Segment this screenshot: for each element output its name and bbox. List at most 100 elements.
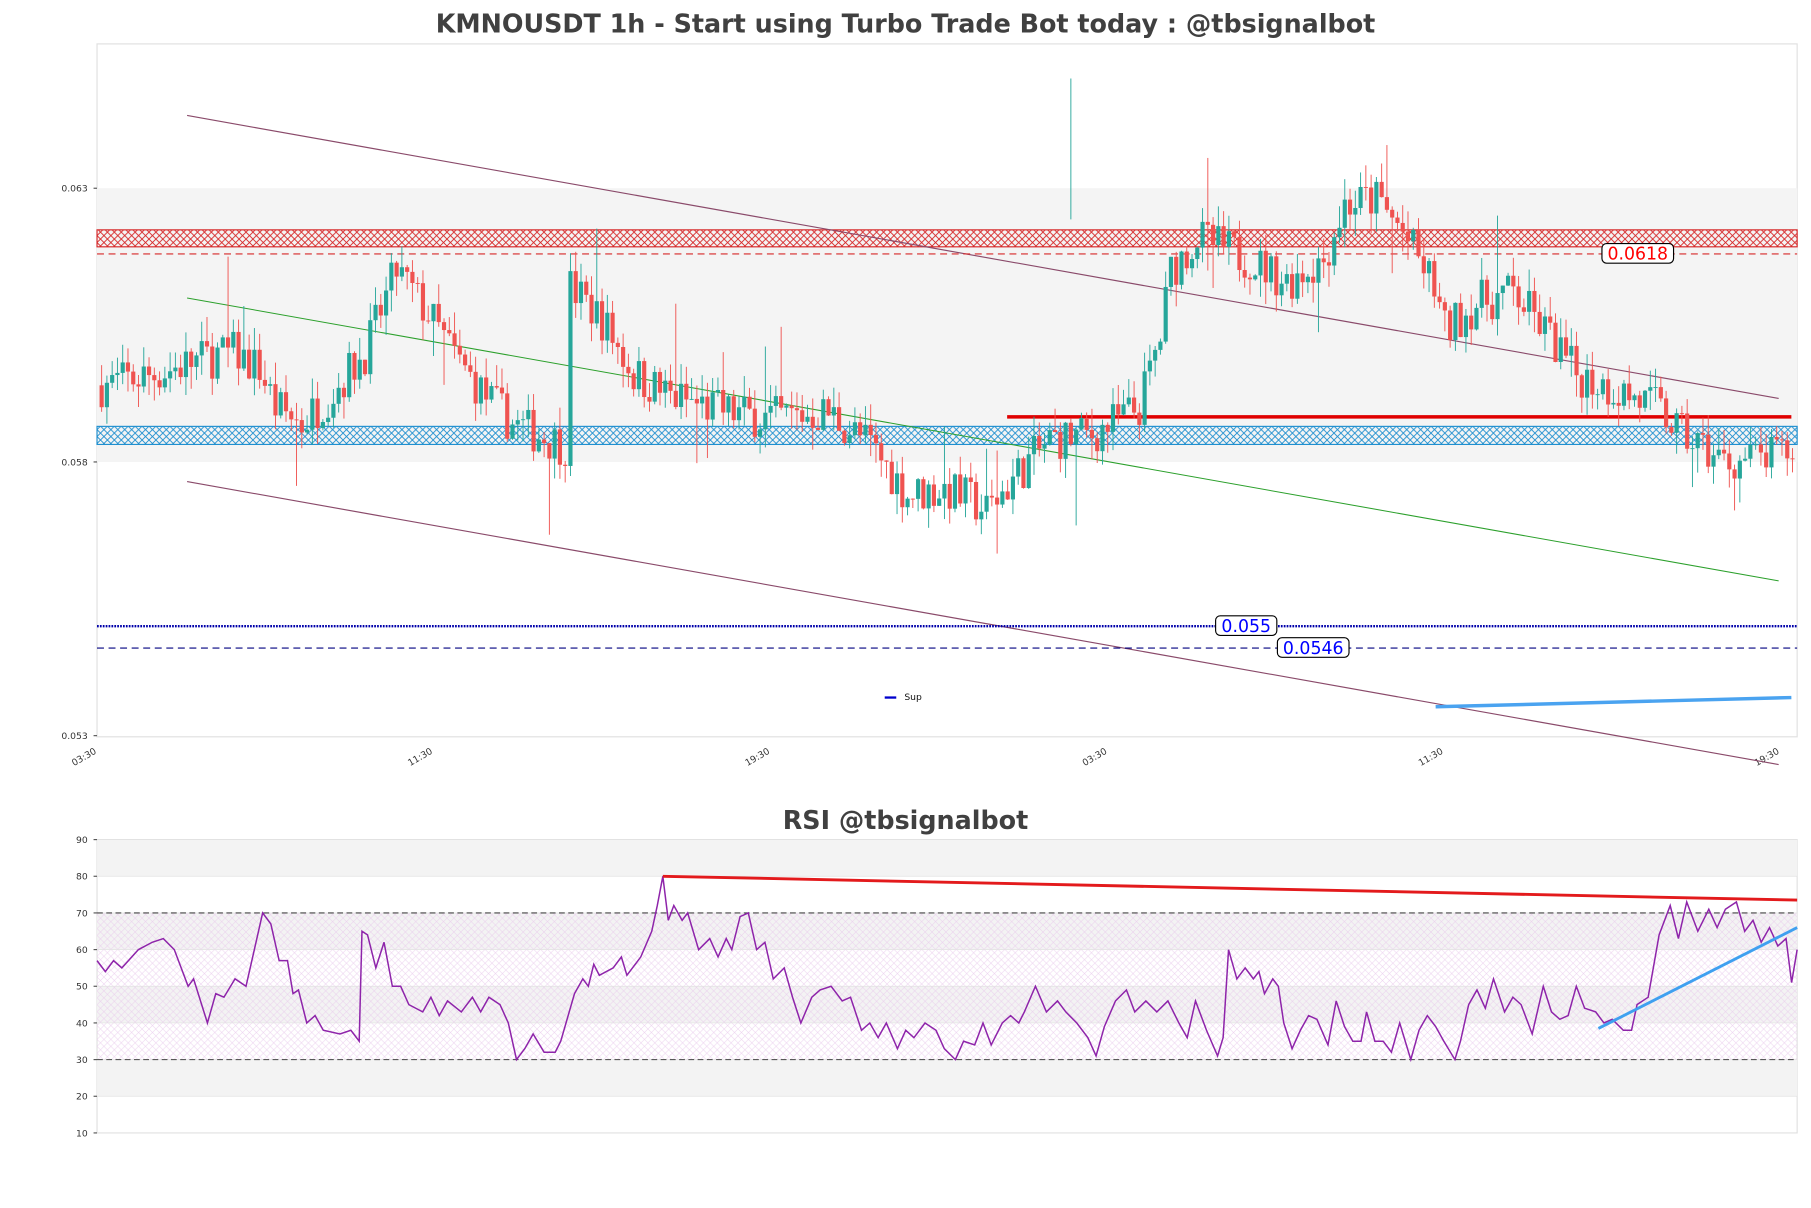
candle-body (1558, 337, 1563, 362)
candle-body (384, 290, 389, 316)
candle-body (262, 379, 268, 386)
candle-body (152, 375, 157, 381)
candle-body (852, 422, 857, 436)
candle-body (1142, 371, 1147, 425)
candle-body (1542, 316, 1548, 334)
candle-body (784, 405, 789, 408)
candle-body (678, 383, 684, 407)
candle-body (1268, 256, 1274, 283)
candle-body (131, 371, 136, 385)
candle-body (694, 398, 699, 404)
candle-body (779, 396, 784, 408)
level-label: 0.055 (1221, 617, 1271, 637)
candle-body (499, 387, 505, 394)
candle-body (1184, 251, 1189, 269)
candle-body (215, 347, 220, 379)
candle-body (1758, 444, 1763, 453)
channel-lower-line (187, 481, 1779, 766)
candle-body (1021, 458, 1026, 489)
candle-body (1174, 256, 1179, 285)
candle-body (1221, 226, 1226, 247)
candle-body (1490, 304, 1495, 320)
candle-body (1068, 422, 1073, 445)
candle-body (584, 281, 589, 295)
candle-body (1527, 290, 1532, 312)
price-panel: 0.053 0.058 0.063 03:30 11:30 19:30 03:30 11:30… (61, 43, 1798, 769)
candle-body (1379, 181, 1384, 198)
candle-body (1037, 435, 1042, 449)
candle-body (1058, 432, 1063, 459)
candle-body (942, 483, 947, 499)
candle-body (1453, 302, 1458, 341)
candle-body (884, 460, 889, 462)
candle-body (1400, 222, 1405, 232)
level-label: 0.0546 (1283, 639, 1344, 659)
candle-body (1579, 375, 1584, 398)
candle-body (642, 361, 647, 398)
candle-body (1042, 444, 1047, 449)
candle-body (115, 372, 120, 376)
candle-body (399, 267, 404, 277)
candle-body (1274, 256, 1279, 296)
candle-body (547, 443, 552, 459)
candle-body (1595, 394, 1600, 396)
candle-body (157, 380, 162, 388)
candle-body (568, 271, 573, 466)
candle-body (489, 386, 494, 400)
candle-body (984, 495, 989, 512)
candle-body (1600, 379, 1605, 395)
candle-body (168, 371, 173, 379)
candle-body (663, 380, 668, 393)
rsi-chart-title: RSI @tbsignalbot (783, 805, 1029, 835)
candle-body (315, 398, 320, 429)
candle-body (125, 362, 131, 372)
y-tick-label: 0.053 (61, 731, 88, 742)
channel-upper-line (187, 114, 1779, 400)
candle-body (594, 301, 599, 324)
candle-body (1606, 379, 1611, 405)
candle-body (979, 511, 984, 520)
candle-body (162, 378, 167, 388)
candle-body (241, 349, 246, 369)
candle-body (1384, 197, 1389, 210)
x-tick-label: 03:30 (70, 746, 99, 769)
x-tick-label: 19:30 (743, 746, 772, 769)
rsi-y-tick-label: 80 (76, 872, 88, 883)
candle-body (484, 377, 489, 400)
rsi-y-tick-label: 70 (76, 908, 88, 919)
candle-body (815, 427, 821, 430)
candle-body (252, 349, 257, 379)
candle-body (1553, 322, 1558, 362)
candle-body (773, 396, 778, 406)
candle-body (1342, 199, 1347, 228)
candle-body (968, 477, 973, 482)
candle-body (357, 359, 362, 380)
candle-body (420, 283, 426, 321)
candle-body (515, 420, 520, 425)
candle-body (331, 403, 336, 418)
candle-body (1432, 261, 1437, 297)
candle-body (1016, 458, 1021, 477)
candle-body (299, 420, 304, 433)
candle-body (1569, 345, 1574, 356)
rsi-y-tick-label: 30 (76, 1055, 88, 1066)
candle-body (1411, 229, 1416, 242)
level-label-box (1276, 637, 1350, 658)
candle-body (110, 375, 115, 383)
candle-body (742, 396, 747, 408)
candle-body (1458, 302, 1463, 338)
rsi-y-tick-label: 50 (76, 982, 88, 993)
y-tick-label: 0.063 (61, 184, 88, 195)
candle-body (394, 262, 399, 277)
candle-body (1674, 413, 1679, 433)
candle-body (931, 484, 936, 506)
candle-body (304, 429, 310, 433)
candle-body (1242, 270, 1247, 278)
candle-body (763, 412, 768, 430)
candle-body (1089, 429, 1095, 439)
candle-body (768, 405, 773, 413)
candle-body (910, 498, 915, 500)
candle-body (1616, 402, 1621, 406)
candle-body (1511, 275, 1516, 287)
candle-body (1189, 259, 1195, 269)
